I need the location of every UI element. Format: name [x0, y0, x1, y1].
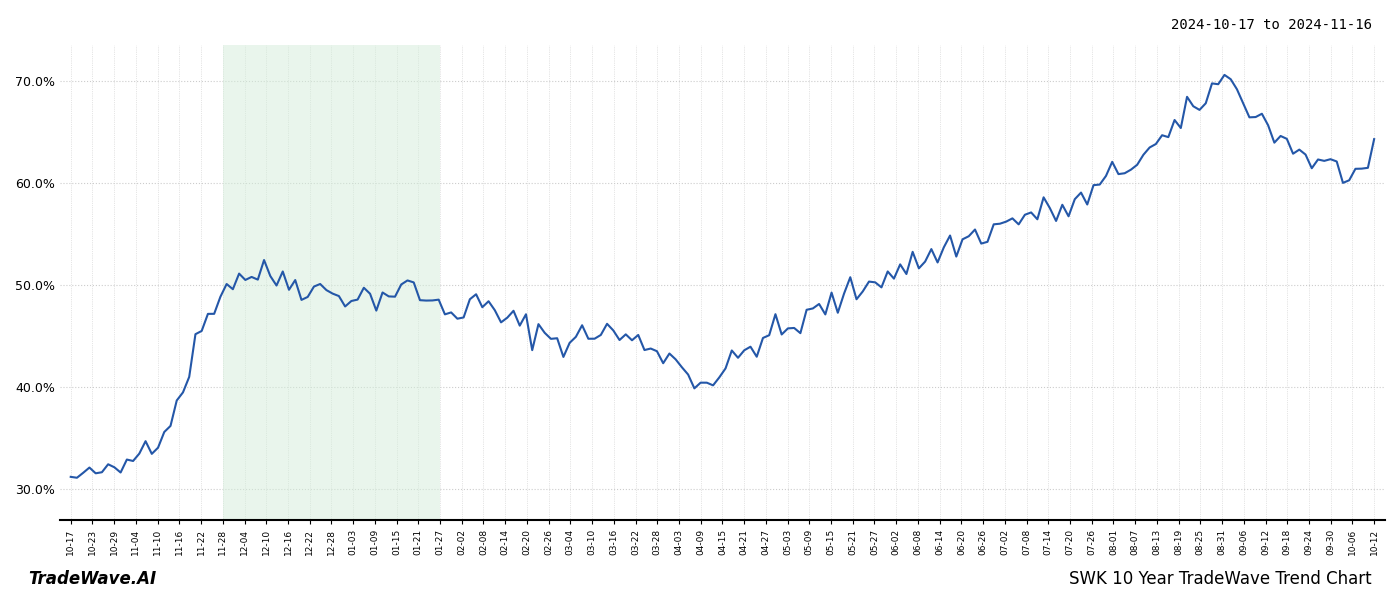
Text: 2024-10-17 to 2024-11-16: 2024-10-17 to 2024-11-16	[1170, 18, 1372, 32]
Text: TradeWave.AI: TradeWave.AI	[28, 570, 157, 588]
Bar	[223, 45, 440, 520]
Text: SWK 10 Year TradeWave Trend Chart: SWK 10 Year TradeWave Trend Chart	[1070, 570, 1372, 588]
